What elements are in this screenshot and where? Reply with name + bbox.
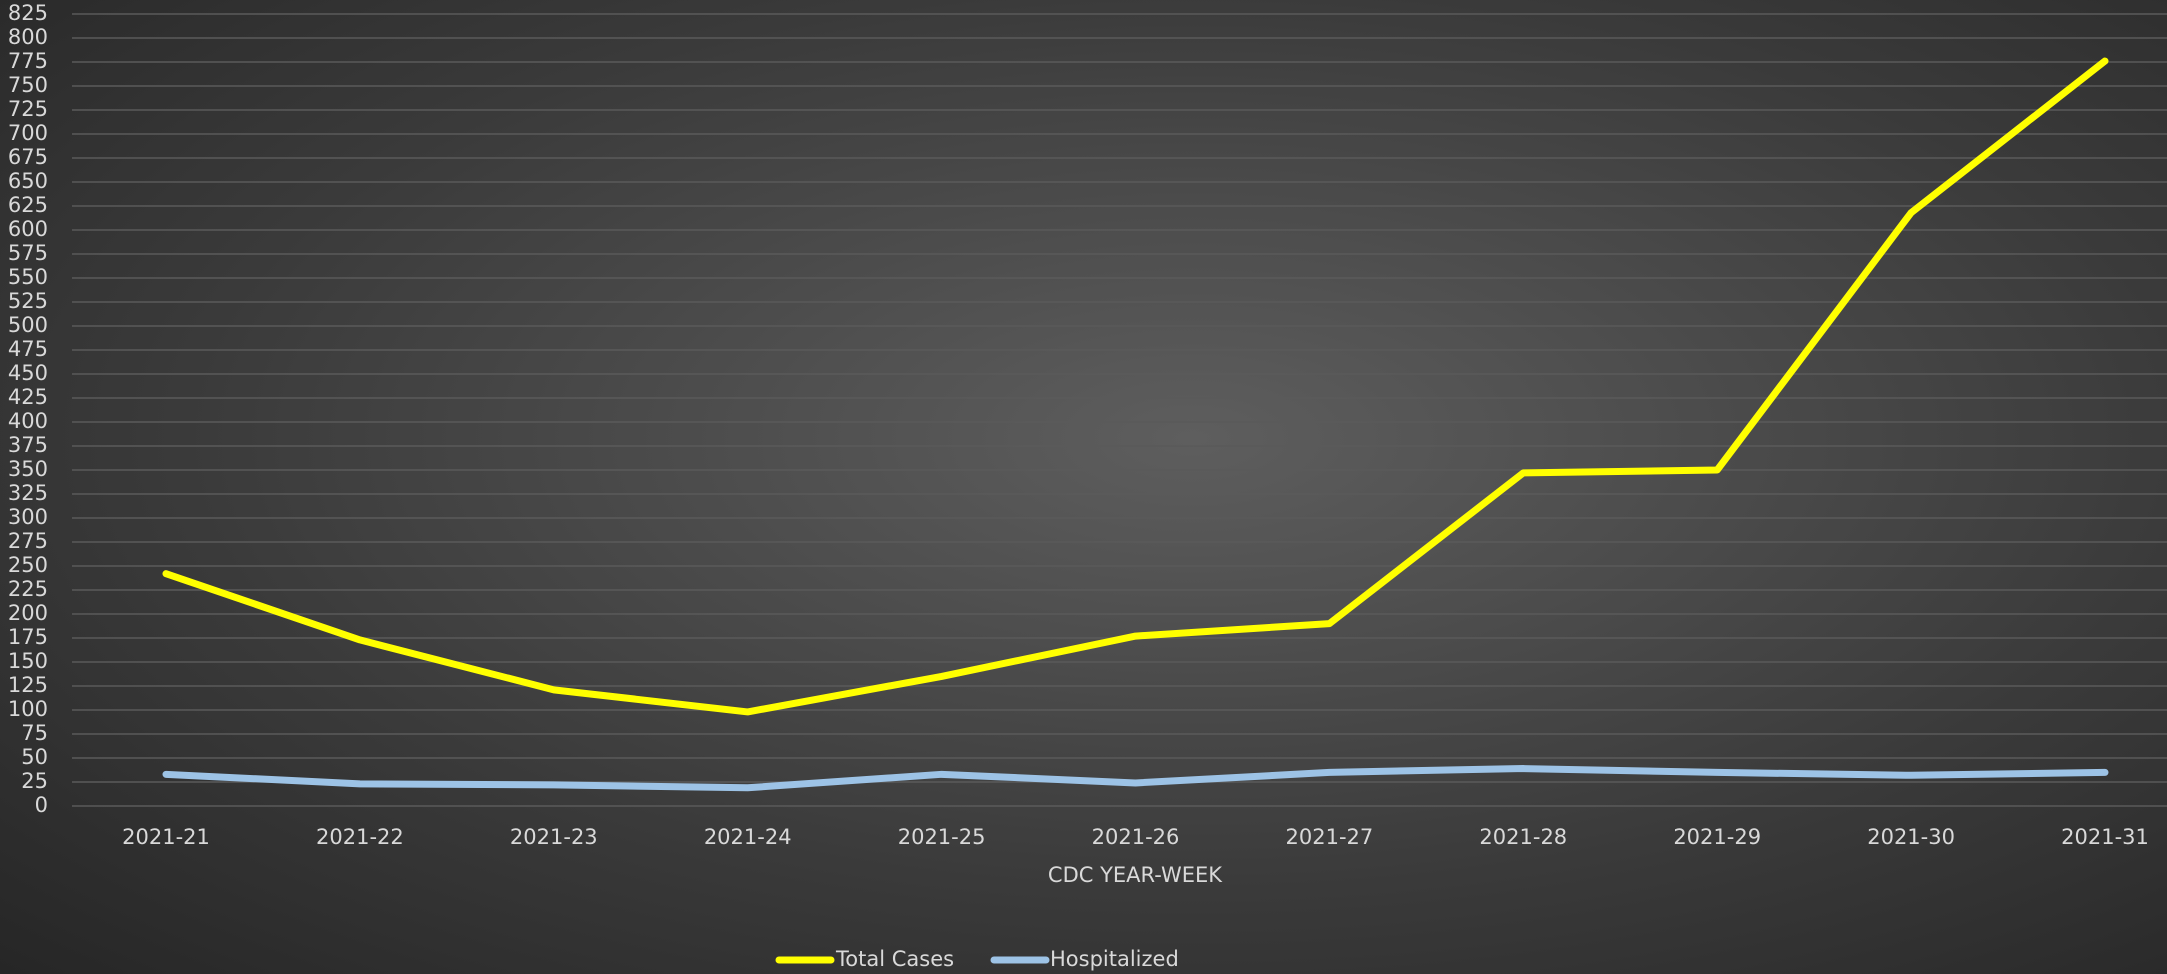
y-tick-label: 175 xyxy=(8,625,48,649)
y-tick-label: 375 xyxy=(8,433,48,457)
y-tick-label: 300 xyxy=(8,505,48,529)
y-tick-label: 425 xyxy=(8,385,48,409)
x-tick-label: 2021-23 xyxy=(510,825,598,849)
y-tick-label: 575 xyxy=(8,241,48,265)
y-tick-label: 500 xyxy=(8,313,48,337)
series-line xyxy=(162,57,2109,716)
x-tick-label: 2021-28 xyxy=(1479,825,1567,849)
y-tick-label: 525 xyxy=(8,289,48,313)
y-tick-label: 325 xyxy=(8,481,48,505)
y-tick-label: 100 xyxy=(8,697,48,721)
y-tick-label: 775 xyxy=(8,49,48,73)
y-tick-label: 825 xyxy=(8,1,48,25)
y-tick-label: 600 xyxy=(8,217,48,241)
y-tick-label: 50 xyxy=(21,745,48,769)
y-tick-label: 25 xyxy=(21,769,48,793)
y-tick-label: 150 xyxy=(8,649,48,673)
y-tick-label: 725 xyxy=(8,97,48,121)
y-tick-label: 0 xyxy=(35,793,48,817)
y-tick-label: 675 xyxy=(8,145,48,169)
x-tick-label: 2021-22 xyxy=(316,825,404,849)
y-tick-label: 400 xyxy=(8,409,48,433)
y-tick-label: 800 xyxy=(8,25,48,49)
legend-label: Total Cases xyxy=(835,947,954,971)
y-tick-label: 350 xyxy=(8,457,48,481)
x-tick-label: 2021-26 xyxy=(1092,825,1180,849)
legend-label: Hospitalized xyxy=(1050,947,1179,971)
y-tick-label: 75 xyxy=(21,721,48,745)
x-tick-label: 2021-27 xyxy=(1286,825,1374,849)
x-tick-label: 2021-24 xyxy=(704,825,792,849)
y-tick-label: 250 xyxy=(8,553,48,577)
y-tick-label: 650 xyxy=(8,169,48,193)
y-tick-label: 625 xyxy=(8,193,48,217)
y-tick-label: 450 xyxy=(8,361,48,385)
y-tick-label: 475 xyxy=(8,337,48,361)
x-tick-label: 2021-31 xyxy=(2061,825,2149,849)
x-axis-label: CDC YEAR-WEEK xyxy=(1048,863,1223,887)
y-tick-label: 275 xyxy=(8,529,48,553)
x-tick-label: 2021-30 xyxy=(1867,825,1955,849)
y-tick-label: 225 xyxy=(8,577,48,601)
series-line xyxy=(162,765,2109,792)
x-tick-label: 2021-21 xyxy=(122,825,210,849)
y-tick-label: 750 xyxy=(8,73,48,97)
y-tick-label: 550 xyxy=(8,265,48,289)
y-tick-label: 200 xyxy=(8,601,48,625)
x-tick-label: 2021-29 xyxy=(1673,825,1761,849)
y-tick-label: 125 xyxy=(8,673,48,697)
x-tick-label: 2021-25 xyxy=(898,825,986,849)
y-tick-label: 700 xyxy=(8,121,48,145)
